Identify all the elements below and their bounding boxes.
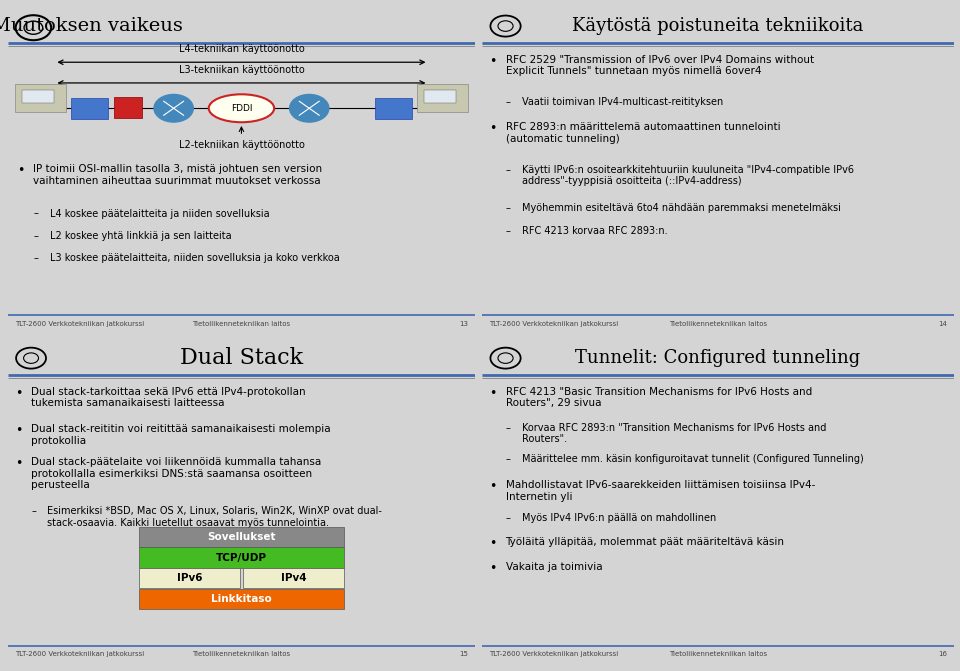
Text: Dual Stack: Dual Stack (180, 347, 303, 369)
Text: RFC 4213 "Basic Transition Mechanisms for IPv6 Hosts and
Routers", 29 sivua: RFC 4213 "Basic Transition Mechanisms fo… (506, 386, 812, 408)
Text: Vakaita ja toimivia: Vakaita ja toimivia (506, 562, 602, 572)
Text: Linkkitaso: Linkkitaso (211, 594, 272, 604)
Text: –: – (506, 423, 511, 433)
Text: Myös IPv4 IPv6:n päällä on mahdollinen: Myös IPv4 IPv6:n päällä on mahdollinen (522, 513, 716, 523)
Text: –: – (506, 454, 511, 464)
Text: –: – (506, 225, 511, 236)
Text: •: • (489, 562, 496, 575)
Text: Työläitä ylläpitää, molemmat päät määriteltävä käsin: Työläitä ylläpitää, molemmat päät määrit… (506, 537, 784, 548)
Text: TLT-2600 Verkkotekniikan jatkokurssi: TLT-2600 Verkkotekniikan jatkokurssi (14, 652, 144, 658)
Text: TLT-2600 Verkkotekniikan jatkokurssi: TLT-2600 Verkkotekniikan jatkokurssi (489, 652, 618, 658)
Text: TLT-2600 Verkkotekniikan jatkokurssi: TLT-2600 Verkkotekniikan jatkokurssi (489, 321, 618, 327)
FancyBboxPatch shape (114, 97, 142, 119)
Text: –: – (34, 231, 38, 241)
FancyBboxPatch shape (374, 98, 412, 119)
Text: •: • (14, 386, 22, 400)
Text: RFC 4213 korvaa RFC 2893:n.: RFC 4213 korvaa RFC 2893:n. (522, 225, 668, 236)
Text: Sovellukset: Sovellukset (207, 532, 276, 542)
Text: Myöhemmin esiteltävä 6to4 nähdään paremmaksi menetelmäksi: Myöhemmin esiteltävä 6to4 nähdään paremm… (522, 203, 841, 213)
Text: Tietoliikennetekniikan laitos: Tietoliikennetekniikan laitos (192, 321, 291, 327)
FancyBboxPatch shape (138, 548, 345, 568)
Text: Tietoliikennetekniikan laitos: Tietoliikennetekniikan laitos (669, 652, 767, 658)
Text: RFC 2529 "Transmission of IPv6 over IPv4 Domains without
Explicit Tunnels" tunne: RFC 2529 "Transmission of IPv6 over IPv4… (506, 54, 814, 76)
Text: 13: 13 (459, 321, 468, 327)
Text: Vaatii toimivan IPv4-multicast-reitityksen: Vaatii toimivan IPv4-multicast-reitityks… (522, 97, 723, 107)
Circle shape (290, 95, 329, 122)
Text: –: – (506, 513, 511, 523)
Text: Käytti IPv6:n osoitearkkitehtuuriin kuuluneita "IPv4-compatible IPv6
address"-ty: Käytti IPv6:n osoitearkkitehtuuriin kuul… (522, 165, 854, 187)
Text: Käytöstä poistuneita tekniikoita: Käytöstä poistuneita tekniikoita (572, 17, 864, 35)
FancyBboxPatch shape (138, 527, 345, 547)
Text: •: • (14, 457, 22, 470)
Text: IPv4: IPv4 (280, 573, 306, 583)
FancyBboxPatch shape (243, 568, 345, 588)
Text: Tietoliikennetekniikan laitos: Tietoliikennetekniikan laitos (669, 321, 767, 327)
Text: •: • (14, 424, 22, 437)
Text: Korvaa RFC 2893:n "Transition Mechanisms for IPv6 Hosts and
Routers".: Korvaa RFC 2893:n "Transition Mechanisms… (522, 423, 827, 444)
Circle shape (154, 95, 193, 122)
Text: Dual stack-tarkoittaa sekä IPv6 että IPv4-protokollan
tukemista samanaikaisesti : Dual stack-tarkoittaa sekä IPv6 että IPv… (31, 386, 305, 408)
Text: •: • (489, 537, 496, 550)
Text: Esimerkiksi *BSD, Mac OS X, Linux, Solaris, Win2K, WinXP ovat dual-
stack-osaavi: Esimerkiksi *BSD, Mac OS X, Linux, Solar… (47, 506, 382, 527)
Text: 14: 14 (938, 321, 948, 327)
Text: •: • (489, 480, 496, 493)
FancyBboxPatch shape (423, 90, 457, 103)
FancyBboxPatch shape (22, 90, 55, 103)
Text: L4-tekniikan käyttöönotto: L4-tekniikan käyttöönotto (179, 44, 304, 54)
Text: TLT-2600 Verkkotekniikan jatkokurssi: TLT-2600 Verkkotekniikan jatkokurssi (14, 321, 144, 327)
Text: –: – (31, 506, 36, 516)
Text: Dual stack-päätelaite voi liikennöidä kummalla tahansa
protokollalla esimerkiksi: Dual stack-päätelaite voi liikennöidä ku… (31, 457, 322, 491)
Text: Dual stack-reititin voi reitittää samanaikaisesti molempia
protokollia: Dual stack-reititin voi reitittää samana… (31, 424, 330, 446)
Text: IPv6: IPv6 (177, 573, 202, 583)
FancyBboxPatch shape (138, 588, 345, 609)
Text: L3-tekniikan käyttöönotto: L3-tekniikan käyttöönotto (179, 64, 304, 74)
Text: –: – (506, 165, 511, 175)
Text: Määrittelee mm. käsin konfiguroitavat tunnelit (Configured Tunneling): Määrittelee mm. käsin konfiguroitavat tu… (522, 454, 864, 464)
FancyBboxPatch shape (417, 84, 468, 111)
FancyBboxPatch shape (14, 84, 66, 111)
Text: Muutoksen vaikeus: Muutoksen vaikeus (0, 17, 183, 35)
Text: –: – (34, 209, 38, 219)
Text: Tietoliikennetekniikan laitos: Tietoliikennetekniikan laitos (192, 652, 291, 658)
Text: L2 koskee yhtä linkkiä ja sen laitteita: L2 koskee yhtä linkkiä ja sen laitteita (50, 231, 231, 241)
Text: •: • (489, 54, 496, 68)
Text: L4 koskee päätelaitteita ja niiden sovelluksia: L4 koskee päätelaitteita ja niiden sovel… (50, 209, 270, 219)
FancyBboxPatch shape (138, 568, 240, 588)
Text: –: – (506, 203, 511, 213)
Text: Tunnelit: Configured tunneling: Tunnelit: Configured tunneling (575, 349, 861, 367)
Text: L2-tekniikan käyttöönotto: L2-tekniikan käyttöönotto (179, 140, 304, 150)
Text: IP toimii OSI-mallin tasolla 3, mistä johtuen sen version
vaihtaminen aiheuttaa : IP toimii OSI-mallin tasolla 3, mistä jo… (34, 164, 323, 186)
Text: 15: 15 (459, 652, 468, 658)
Text: –: – (34, 253, 38, 263)
Text: Mahdollistavat IPv6-saarekkeiden liittämisen toisiinsa IPv4-
Internetin yli: Mahdollistavat IPv6-saarekkeiden liittäm… (506, 480, 815, 501)
Text: RFC 2893:n määrittelemä automaattinen tunnelointi
(automatic tunneling): RFC 2893:n määrittelemä automaattinen tu… (506, 122, 780, 144)
Text: L3 koskee päätelaitteita, niiden sovelluksia ja koko verkkoa: L3 koskee päätelaitteita, niiden sovellu… (50, 253, 340, 263)
Text: FDDI: FDDI (230, 104, 252, 113)
FancyBboxPatch shape (71, 98, 108, 119)
Text: TCP/UDP: TCP/UDP (216, 552, 267, 562)
Ellipse shape (208, 95, 275, 122)
Text: •: • (489, 122, 496, 135)
Text: –: – (506, 97, 511, 107)
Text: 16: 16 (938, 652, 948, 658)
Text: •: • (489, 386, 496, 400)
Text: •: • (17, 164, 24, 177)
